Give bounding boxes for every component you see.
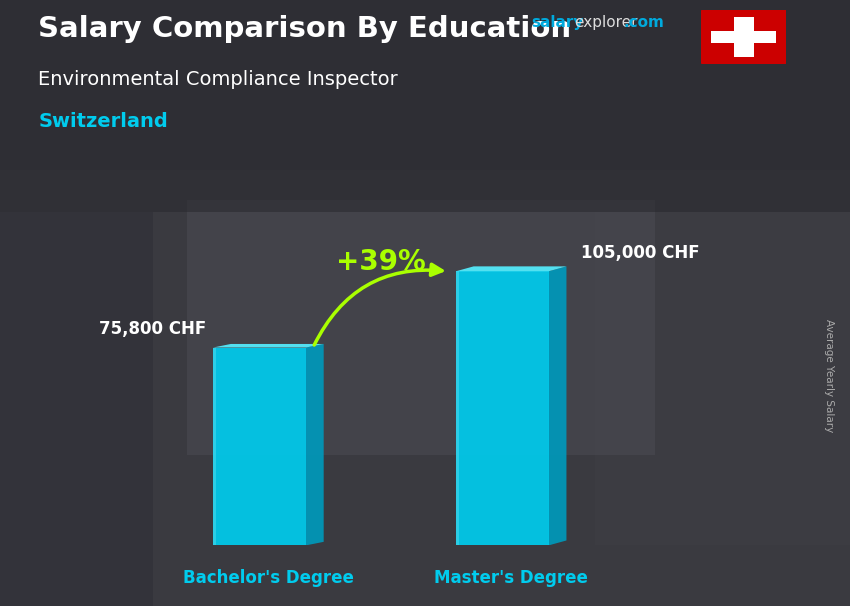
- Text: Master's Degree: Master's Degree: [434, 569, 588, 587]
- Text: 75,800 CHF: 75,800 CHF: [99, 321, 206, 338]
- Text: Environmental Compliance Inspector: Environmental Compliance Inspector: [38, 70, 398, 88]
- Bar: [0, 0, 850, 212]
- Polygon shape: [213, 347, 306, 545]
- Text: explorer: explorer: [575, 15, 638, 30]
- Text: .com: .com: [623, 15, 664, 30]
- Bar: [0, 212, 850, 606]
- Text: +39%: +39%: [336, 248, 426, 276]
- Bar: [0, 212, 153, 606]
- Text: Salary Comparison By Education: Salary Comparison By Education: [38, 15, 571, 43]
- FancyBboxPatch shape: [711, 30, 776, 44]
- Text: Switzerland: Switzerland: [38, 112, 168, 131]
- Text: Bachelor's Degree: Bachelor's Degree: [183, 569, 354, 587]
- Polygon shape: [456, 271, 548, 545]
- Polygon shape: [213, 344, 324, 347]
- Bar: [187, 200, 654, 454]
- Polygon shape: [548, 267, 566, 545]
- Text: salary: salary: [531, 15, 584, 30]
- Polygon shape: [213, 347, 216, 545]
- Polygon shape: [306, 344, 324, 545]
- Text: Average Yearly Salary: Average Yearly Salary: [824, 319, 834, 432]
- Text: 105,000 CHF: 105,000 CHF: [581, 244, 700, 262]
- Bar: [595, 212, 850, 545]
- Bar: [0, 0, 850, 170]
- Polygon shape: [456, 271, 459, 545]
- FancyBboxPatch shape: [700, 10, 787, 64]
- Polygon shape: [456, 267, 566, 271]
- FancyBboxPatch shape: [734, 17, 754, 57]
